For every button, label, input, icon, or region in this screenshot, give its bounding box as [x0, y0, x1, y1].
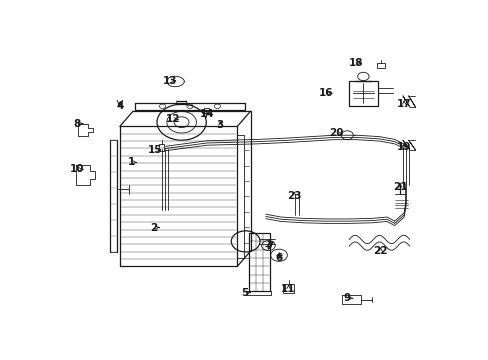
Text: 11: 11 [281, 284, 295, 293]
Text: 4: 4 [116, 100, 123, 111]
Bar [237, 135, 244, 258]
Text: 1: 1 [127, 157, 135, 167]
Text: 9: 9 [343, 293, 350, 303]
Text: 6: 6 [275, 253, 282, 263]
Text: 14: 14 [199, 109, 214, 119]
Text: 7: 7 [265, 240, 273, 251]
Text: 10: 10 [70, 164, 84, 174]
Text: 15: 15 [147, 145, 162, 155]
Bar [282, 284, 294, 293]
Text: 17: 17 [396, 99, 410, 109]
Bar [348, 81, 377, 105]
Bar [248, 233, 269, 291]
Text: 8: 8 [74, 118, 81, 129]
Text: 2: 2 [150, 222, 157, 233]
Text: 18: 18 [347, 58, 362, 68]
Text: 12: 12 [165, 114, 180, 125]
Text: 22: 22 [372, 246, 387, 256]
Bar [203, 108, 208, 113]
Text: 20: 20 [329, 128, 343, 138]
Text: 16: 16 [319, 88, 333, 98]
Text: 21: 21 [392, 183, 407, 192]
Text: 19: 19 [396, 142, 410, 152]
Bar [159, 144, 164, 151]
Text: 3: 3 [216, 120, 224, 130]
Text: 13: 13 [163, 76, 177, 86]
Bar [376, 63, 385, 68]
Text: 23: 23 [286, 191, 301, 201]
Text: 5: 5 [241, 288, 248, 298]
